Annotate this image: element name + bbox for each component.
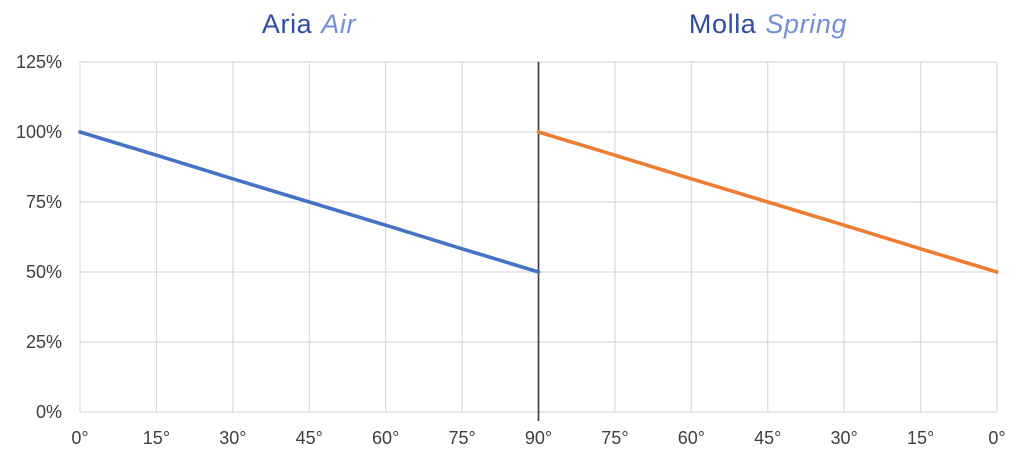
- x-tick-label: 60°: [678, 428, 705, 448]
- panel-title-left-main: Aria: [261, 9, 313, 39]
- y-tick-label: 25%: [26, 332, 62, 352]
- x-tick-label: 90°: [525, 428, 552, 448]
- y-tick-label: 0%: [36, 402, 62, 422]
- x-tick-label: 75°: [601, 428, 628, 448]
- series-line-aria-air: [78, 130, 541, 274]
- series-line-molla-spring: [536, 130, 999, 274]
- panel-title-right-accent: Spring: [765, 9, 848, 39]
- panel-title-left-accent: Air: [321, 9, 357, 39]
- panel-title-right: Molla Spring: [689, 7, 847, 41]
- y-tick-label: 125%: [16, 52, 62, 72]
- x-tick-label: 15°: [907, 428, 934, 448]
- y-tick-label: 75%: [26, 192, 62, 212]
- x-tick-label: 75°: [448, 428, 475, 448]
- x-tick-label: 15°: [143, 428, 170, 448]
- x-tick-label: 45°: [754, 428, 781, 448]
- x-tick-label: 60°: [372, 428, 399, 448]
- x-tick-label: 30°: [219, 428, 246, 448]
- y-tick-label: 100%: [16, 122, 62, 142]
- x-tick-label: 0°: [988, 428, 1005, 448]
- y-tick-label: 50%: [26, 262, 62, 282]
- x-tick-label: 0°: [71, 428, 88, 448]
- panel-title-right-main: Molla: [688, 9, 757, 39]
- x-tick-label: 45°: [296, 428, 323, 448]
- x-tick-label: 30°: [831, 428, 858, 448]
- panel-title-left: Aria Air: [262, 7, 356, 41]
